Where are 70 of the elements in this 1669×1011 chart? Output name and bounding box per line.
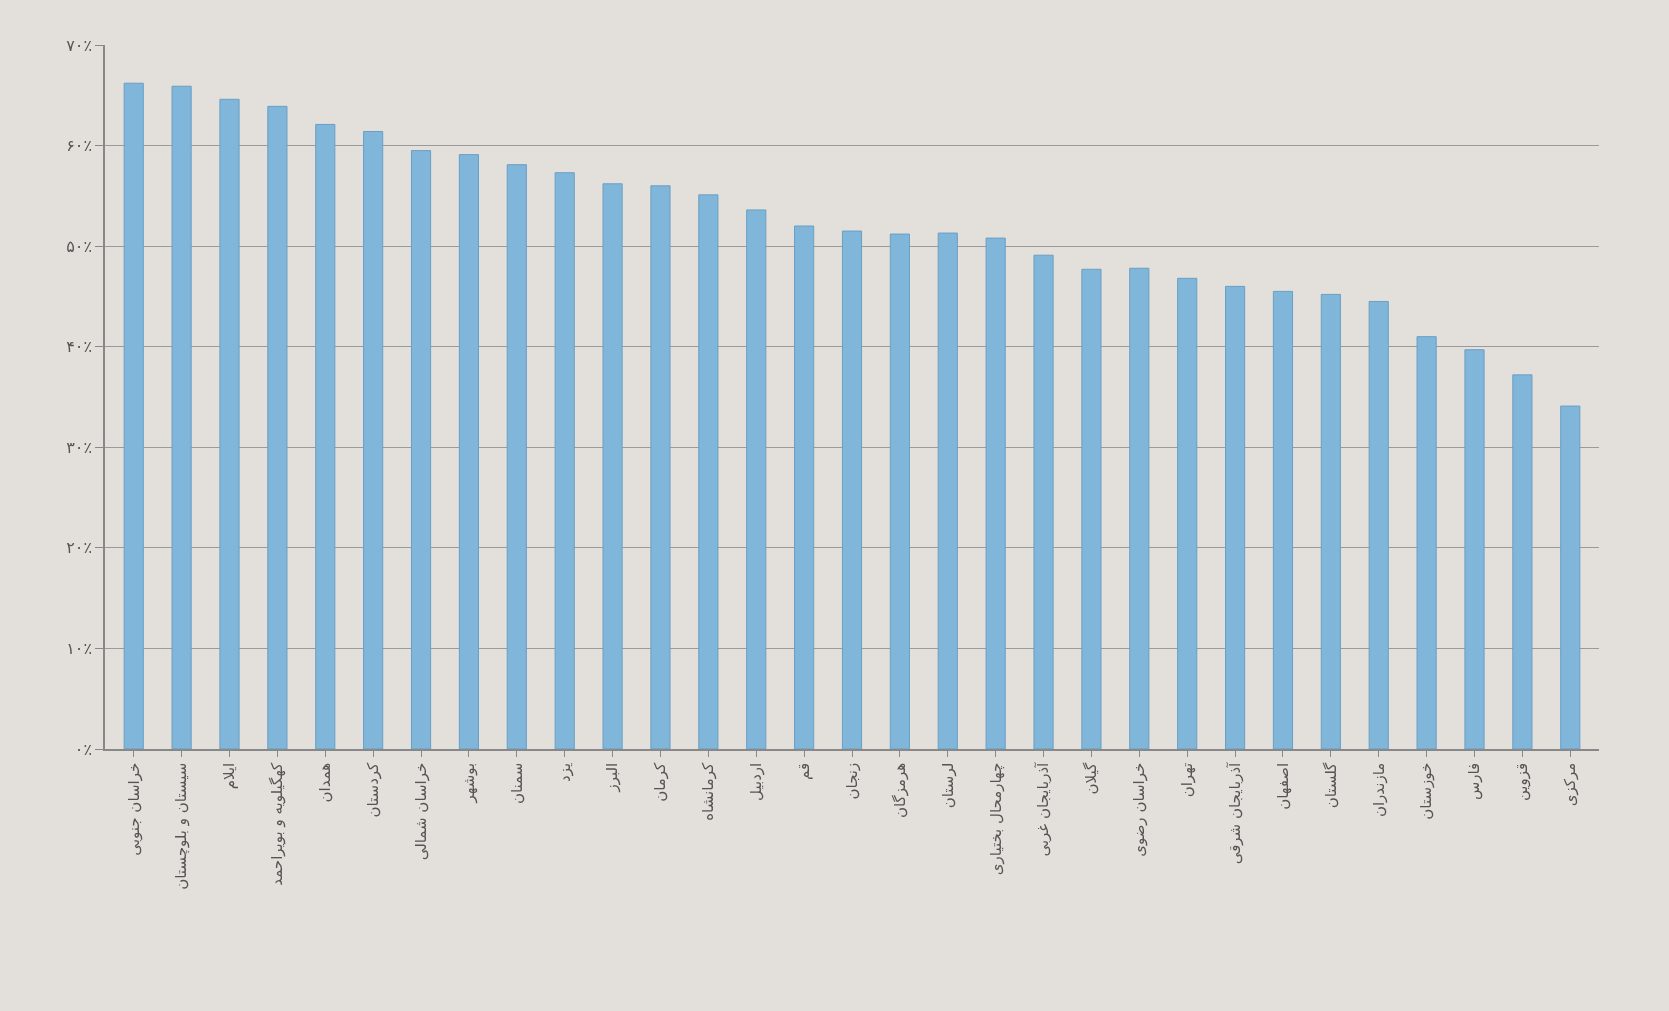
bar: [937, 232, 958, 749]
bar: [985, 237, 1006, 749]
x-tick-label: کرمانشاه: [699, 761, 718, 821]
x-tick-label: ایلام: [220, 762, 239, 790]
bar: [650, 185, 671, 749]
x-tick-label: اردبیل: [747, 762, 766, 801]
y-tick-label: ۵۰٪: [66, 236, 93, 256]
bar: [1512, 374, 1533, 749]
x-tick-label: خوزستان: [1417, 762, 1436, 820]
x-tick-label: گیلان: [1082, 761, 1101, 795]
y-tick-label: ۱۰٪: [66, 639, 93, 659]
bar: [267, 105, 288, 749]
bar: [1560, 405, 1581, 749]
bar: [1416, 336, 1437, 749]
x-tick-label: خراسان جنوبی: [124, 762, 143, 856]
x-tick-label: همدان: [316, 762, 335, 803]
x-tick-label: چهارمحال بختیاری: [986, 762, 1005, 876]
bar: [841, 230, 863, 749]
x-tick-label: یزد: [555, 762, 574, 782]
x-tick-label: قزوین: [1513, 762, 1532, 802]
x-tick-label: خراسان شمالی: [411, 762, 430, 861]
bar: [506, 164, 527, 749]
x-tick-label: هرمزگان: [890, 762, 909, 818]
x-tick-label: تهران: [1178, 762, 1197, 798]
bar: [746, 209, 767, 749]
bar: [1272, 290, 1294, 749]
bar: [794, 225, 815, 749]
y-tick-label: ۳۰٪: [66, 437, 93, 457]
bar: [410, 150, 432, 749]
bar: [219, 98, 240, 749]
bar: [1368, 300, 1389, 749]
x-tick-label: اصفهان: [1273, 762, 1292, 810]
y-tick-label: ۲۰٪: [66, 538, 93, 558]
x-tick-label: بوشهر: [459, 762, 478, 804]
bar: [1225, 285, 1246, 749]
x-tick-label: کردستان: [364, 761, 383, 818]
x-tick-label: زنجان: [842, 762, 861, 800]
bar: [698, 194, 719, 749]
x-tick-label: گلستان: [1321, 761, 1340, 809]
bar: [889, 233, 910, 749]
x-tick-label: کهگیلویه و بویراحمد: [268, 761, 287, 886]
bar: [602, 183, 623, 749]
bar: [1464, 349, 1485, 749]
x-tick-label: فارس: [1465, 762, 1484, 801]
bar: [1320, 293, 1341, 749]
x-tick-label: سمنان: [507, 762, 526, 805]
x-tick-label: خراسان رضوی: [1130, 762, 1149, 857]
y-tick-label: ۷۰٪: [66, 35, 93, 55]
bar: [1177, 277, 1198, 749]
bar: [123, 82, 144, 749]
bar: [554, 172, 575, 749]
y-tick-label: ۶۰٪: [66, 136, 93, 156]
bar: [458, 154, 479, 749]
x-tick-label: قم: [794, 762, 813, 780]
x-tick-label: سیستان و بلوچستان: [172, 762, 191, 890]
y-tick-label: ۰٪: [74, 739, 93, 759]
x-tick-label: مازندران: [1369, 762, 1388, 818]
bar: [171, 85, 192, 749]
x-tick-label: لرستان: [938, 762, 957, 809]
x-tick-label: آذربایجان غربی: [1034, 761, 1053, 857]
x-tick-label: البرز: [603, 762, 622, 793]
x-tick-label: کرمان: [651, 761, 670, 802]
bar: [1081, 268, 1102, 749]
bar: [363, 130, 384, 749]
bar: [1129, 267, 1150, 749]
x-tick-label: آذربایجان شرقی: [1225, 761, 1244, 865]
bar: [1033, 254, 1054, 749]
bar: [315, 123, 336, 749]
y-tick-label: ۴۰٪: [66, 337, 93, 357]
x-tick-label: مرکزی: [1561, 762, 1580, 807]
